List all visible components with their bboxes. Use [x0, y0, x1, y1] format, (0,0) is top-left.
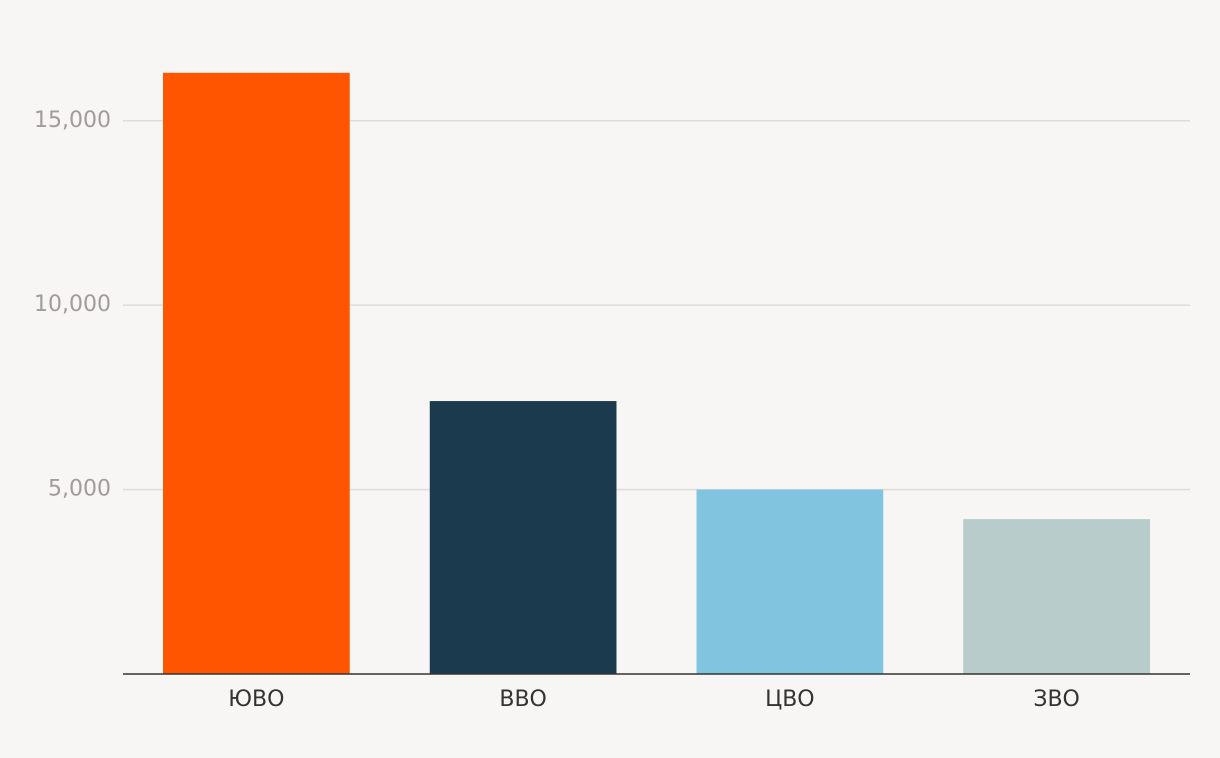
- y-tick-label: 15,000: [34, 108, 111, 133]
- y-tick-label: 10,000: [34, 292, 111, 317]
- x-tick-label: ЦВО: [765, 687, 815, 712]
- x-tick-label: ЗВО: [1033, 687, 1080, 712]
- bar: [696, 489, 884, 674]
- bar: [963, 519, 1150, 674]
- x-tick-label: ЮВО: [228, 687, 284, 712]
- y-tick-label: 5,000: [48, 477, 111, 502]
- x-tick-label: ВВО: [499, 687, 547, 712]
- bar: [429, 401, 617, 674]
- bar: [163, 72, 350, 675]
